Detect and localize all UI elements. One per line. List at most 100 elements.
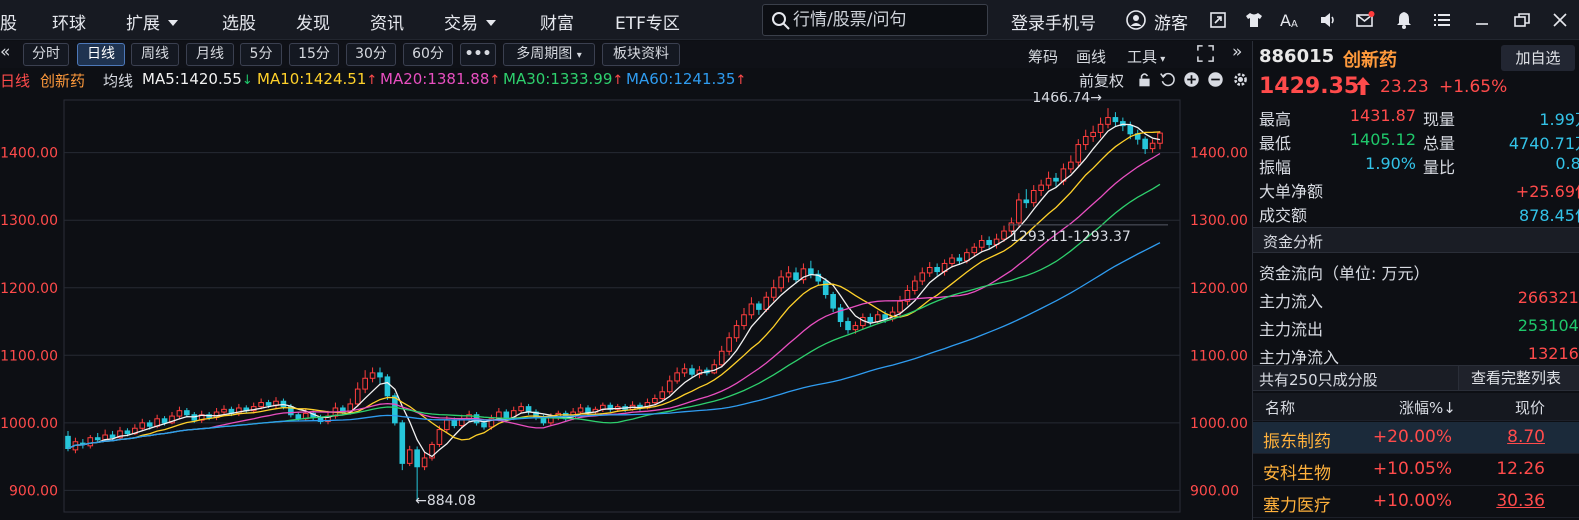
more-periods-button[interactable]: ••• bbox=[460, 43, 496, 66]
total-vol-value: 4740.71万 bbox=[1508, 134, 1579, 153]
menu-trade[interactable]: 交易 bbox=[444, 9, 496, 34]
adjust-mode[interactable]: 前复权 bbox=[1079, 72, 1125, 90]
col-price[interactable]: 现价 bbox=[1515, 399, 1546, 417]
skin-icon[interactable] bbox=[1244, 10, 1264, 30]
user-icon[interactable] bbox=[1126, 10, 1146, 30]
draw-line-tool[interactable]: 画线 bbox=[1076, 48, 1107, 66]
period-60min[interactable]: 60分 bbox=[403, 43, 453, 66]
minimize-icon[interactable] bbox=[1472, 10, 1492, 30]
stock-name[interactable]: 安科生物 bbox=[1263, 464, 1331, 484]
period-daily[interactable]: 日线 bbox=[77, 43, 125, 66]
candle-body bbox=[1090, 131, 1096, 137]
menu-etf[interactable]: ETF专区 bbox=[615, 14, 680, 34]
menu-extend[interactable]: 扩展 bbox=[126, 9, 178, 34]
candle-body bbox=[503, 411, 510, 418]
kline-svg[interactable]: 900.00 900.00 1000.00 1000.00 1100.00 1100.00… bbox=[0, 92, 1252, 520]
stock-name[interactable]: 振东制药 bbox=[1263, 432, 1331, 452]
search-box[interactable] bbox=[762, 4, 988, 36]
sector-info-button[interactable]: 板块资料 bbox=[602, 43, 680, 66]
candle-body bbox=[124, 430, 131, 435]
y-tick-label-left: 900.00 bbox=[9, 483, 58, 499]
table-row[interactable]: 安科生物 +10.05% 12.26 bbox=[1253, 454, 1579, 486]
col-pct[interactable]: 涨幅%↓ bbox=[1399, 397, 1456, 418]
stock-price[interactable]: 30.36 bbox=[1496, 491, 1545, 511]
guest-label[interactable]: 游客 bbox=[1154, 14, 1188, 34]
chevron-down-icon bbox=[168, 20, 178, 26]
period-monthly[interactable]: 月线 bbox=[186, 43, 234, 66]
period-30min[interactable]: 30分 bbox=[346, 43, 396, 66]
vol-ratio-value: 0.84 bbox=[1555, 154, 1579, 173]
multi-period-dropdown[interactable]: 多周期图 ▾ bbox=[503, 43, 595, 66]
period-5min[interactable]: 5分 bbox=[240, 43, 282, 66]
menu-wealth[interactable]: 财富 bbox=[540, 14, 574, 34]
candle-body bbox=[666, 380, 673, 393]
stock-name[interactable]: 塞力医疗 bbox=[1263, 496, 1331, 516]
candle-body bbox=[146, 422, 153, 427]
export-icon[interactable] bbox=[1208, 10, 1228, 30]
collapse-right-icon[interactable]: » bbox=[1232, 42, 1243, 62]
price-pct: +1.65% bbox=[1439, 77, 1508, 97]
menu-discover[interactable]: 发现 bbox=[296, 14, 330, 34]
candle-body bbox=[184, 410, 190, 416]
ma-settings-link[interactable]: 均线 bbox=[103, 72, 134, 90]
close-icon[interactable] bbox=[1550, 10, 1570, 30]
y-tick-label-right: 1000.00 bbox=[1190, 416, 1248, 432]
candle-body bbox=[421, 457, 428, 468]
menu-list-icon[interactable] bbox=[1432, 10, 1452, 30]
candle-body bbox=[822, 280, 829, 296]
candle-body bbox=[904, 289, 911, 302]
candle-body bbox=[1045, 177, 1052, 186]
candle-body bbox=[681, 368, 688, 374]
view-full-list-button[interactable]: 查看完整列表 bbox=[1458, 366, 1579, 390]
table-row[interactable]: 振东制药 +20.00% 8.70 bbox=[1253, 422, 1579, 454]
login-phone-link[interactable]: 登录手机号 bbox=[1011, 14, 1096, 34]
candle-body bbox=[800, 268, 807, 281]
chips-tool[interactable]: 筹码 bbox=[1028, 48, 1059, 66]
gear-icon[interactable] bbox=[1232, 71, 1249, 88]
period-intraday[interactable]: 分时 bbox=[23, 43, 69, 66]
bell-icon[interactable] bbox=[1394, 10, 1414, 30]
ma-legend: 日线 创新药 均线 MA5:1420.55↓ MA10:1424.51↑ MA2… bbox=[0, 69, 1252, 91]
col-name[interactable]: 名称 bbox=[1265, 399, 1296, 417]
restore-icon[interactable] bbox=[1512, 10, 1532, 30]
candle-body bbox=[1157, 132, 1163, 144]
fullscreen-icon[interactable] bbox=[1196, 44, 1215, 67]
candle-body bbox=[1023, 199, 1030, 204]
kline-chart[interactable]: 900.00 900.00 1000.00 1000.00 1100.00 1100.00… bbox=[0, 92, 1252, 520]
candle-body bbox=[741, 314, 747, 327]
sound-icon[interactable] bbox=[1318, 10, 1338, 30]
candle-body bbox=[815, 273, 822, 282]
zoom-in-icon[interactable] bbox=[1183, 71, 1200, 88]
zoom-out-icon[interactable] bbox=[1207, 71, 1224, 88]
period-weekly[interactable]: 周线 bbox=[131, 43, 179, 66]
vol-ratio-label: 量比 bbox=[1423, 158, 1456, 177]
menu-news[interactable]: 资讯 bbox=[370, 14, 404, 34]
reset-icon[interactable] bbox=[1159, 71, 1176, 88]
stock-price[interactable]: 12.26 bbox=[1496, 459, 1545, 479]
ma60-text: MA60:1241.35 bbox=[626, 70, 736, 88]
ma5-text: MA5:1420.55 bbox=[142, 70, 242, 88]
arrow-up-icon: ↑ bbox=[612, 73, 624, 88]
candle-body bbox=[652, 398, 658, 404]
table-header-row: 名称 涨幅%↓ 现价 bbox=[1253, 393, 1579, 421]
candle-body bbox=[808, 268, 814, 275]
candle-body bbox=[1112, 117, 1119, 123]
low-value: 1405.12 bbox=[1349, 130, 1416, 149]
y-tick-label-left: 1400.00 bbox=[0, 146, 58, 162]
lock-icon[interactable] bbox=[1136, 71, 1153, 88]
low-annotation: ←884.08 bbox=[415, 493, 476, 509]
menu-global[interactable]: 环球 bbox=[52, 14, 86, 34]
price-change: 23.23 bbox=[1380, 77, 1429, 97]
add-watchlist-button[interactable]: 加自选 bbox=[1501, 45, 1575, 71]
menu-screener[interactable]: 选股 bbox=[222, 14, 256, 34]
collapse-left-icon[interactable]: « bbox=[0, 42, 11, 62]
menu-stocks[interactable]: 股 bbox=[0, 14, 17, 34]
search-input[interactable] bbox=[793, 9, 983, 31]
period-15min[interactable]: 15分 bbox=[289, 43, 339, 66]
stock-price[interactable]: 8.70 bbox=[1507, 427, 1545, 447]
fund-analysis-header[interactable]: 资金分析 bbox=[1253, 227, 1579, 253]
tools-dropdown[interactable]: 工具 ▾ bbox=[1127, 46, 1165, 67]
table-row[interactable]: 塞力医疗 +10.00% 30.36 bbox=[1253, 486, 1579, 518]
message-icon[interactable] bbox=[1355, 10, 1375, 30]
